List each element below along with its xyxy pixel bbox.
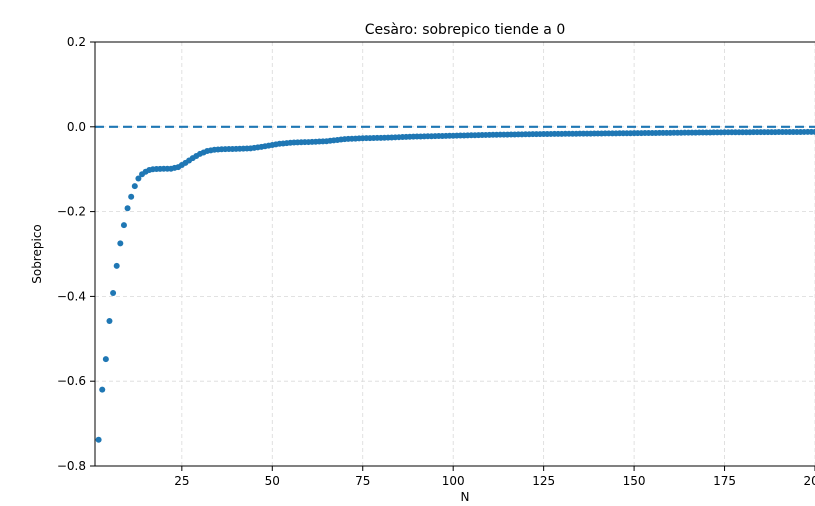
data-point	[113, 262, 120, 269]
data-point	[99, 386, 106, 393]
y-tick-label: −0.6	[57, 374, 86, 388]
grid	[95, 41, 815, 467]
data-point	[106, 317, 113, 324]
x-tick-label: 50	[265, 474, 280, 488]
x-axis-label: N	[461, 490, 470, 504]
x-tick-label: 200	[804, 474, 815, 488]
data-point	[102, 356, 109, 363]
data-point	[110, 290, 117, 297]
x-tick-label: 25	[174, 474, 189, 488]
data-point	[131, 183, 138, 190]
data-point	[124, 205, 131, 212]
y-tick-label: 0.2	[67, 35, 86, 49]
y-axis-label: Sobrepico	[30, 224, 44, 284]
data-point	[812, 128, 815, 135]
y-tick-label: −0.8	[57, 459, 86, 473]
data-point	[135, 175, 142, 182]
data-point	[128, 193, 135, 200]
x-tick-label: 175	[713, 474, 736, 488]
x-tick-label: 75	[355, 474, 370, 488]
y-tick-label: −0.2	[57, 205, 86, 219]
y-tick-label: 0.0	[67, 120, 86, 134]
data-point	[117, 240, 124, 247]
data-point	[120, 222, 127, 229]
data-point	[95, 436, 102, 443]
x-tick-label: 150	[623, 474, 646, 488]
x-tick-label: 125	[532, 474, 555, 488]
x-tick-label: 100	[442, 474, 465, 488]
series-points	[95, 128, 815, 443]
y-tick-label: −0.4	[57, 289, 86, 303]
chart-title: Cesàro: sobrepico tiende a 0	[365, 22, 566, 38]
